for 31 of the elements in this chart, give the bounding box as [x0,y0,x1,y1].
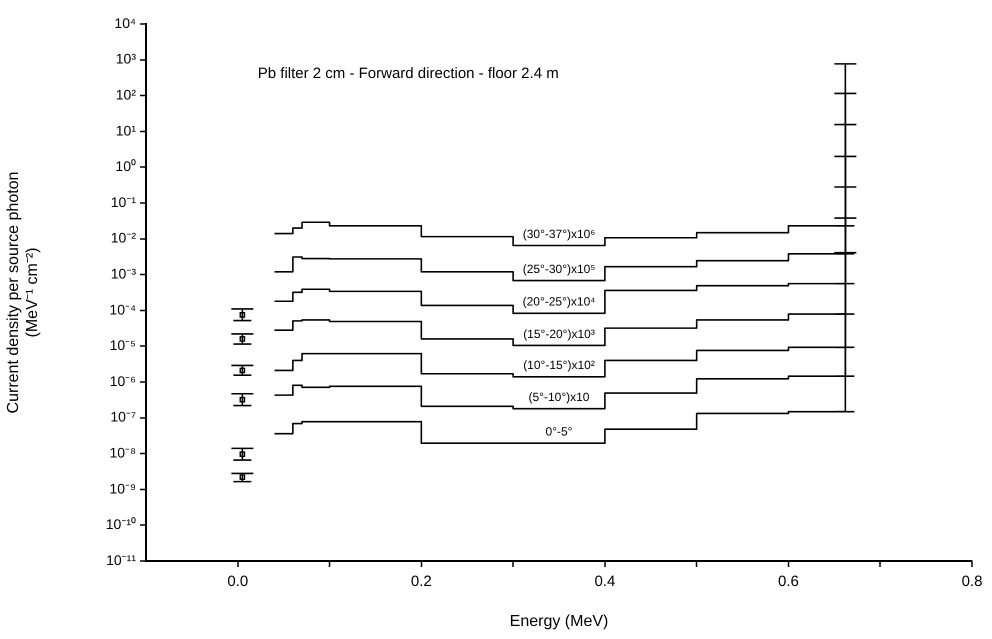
x-tick-label: 0.8 [962,573,982,590]
x-tick-label: 0.4 [594,573,616,590]
series-label: 0°-5° [546,424,573,439]
y-tick-label: 10⁻⁶ [110,372,136,389]
annotation: Pb filter 2 cm - Forward direction - floor 2.4 m [258,65,559,82]
y-tick-label: 10⁻¹¹ [106,552,136,568]
series-label: (15°-20°)x10³ [523,326,595,341]
y-tick-label: 10⁻⁸ [110,444,136,460]
y-tick-label: 10⁰ [115,158,136,174]
y-tick-label: 10⁻² [110,230,136,246]
y-tick-label: 10⁻⁹ [109,480,136,496]
series-label: (5°-10°)x10 [528,390,590,404]
series-label: (30°-37°)x10⁶ [522,226,596,241]
series-label: (25°-30°)x10⁵ [522,262,596,276]
y-tick-label: 10⁻⁷ [110,408,136,425]
y-tick-label: 10⁻⁵ [110,337,136,354]
series-label: (10°-15°)x10² [523,358,595,372]
x-tick-label: 0.0 [227,573,248,590]
series-label: (20°-25°)x10⁴ [522,294,596,309]
y-tick-label: 10⁻³ [110,265,136,282]
y-tick-label: 10³ [116,50,136,67]
y-tick-label: 10² [116,86,136,102]
y-tick-label: 10¹ [116,122,136,138]
y-axis-title: Current density per source photon (MeV⁻¹ cm⁻²) [5,172,42,414]
y-tick-label: 10⁻¹ [110,194,136,210]
y-tick-label: 10⁻¹⁰ [106,516,136,532]
x-axis-title: Energy (MeV) [510,612,608,630]
x-tick-label: 0.6 [778,573,799,590]
x-tick-label: 0.2 [410,573,432,590]
y-tick-label: 10⁻⁴ [109,301,136,318]
y-tick-label: 10⁴ [114,14,136,31]
